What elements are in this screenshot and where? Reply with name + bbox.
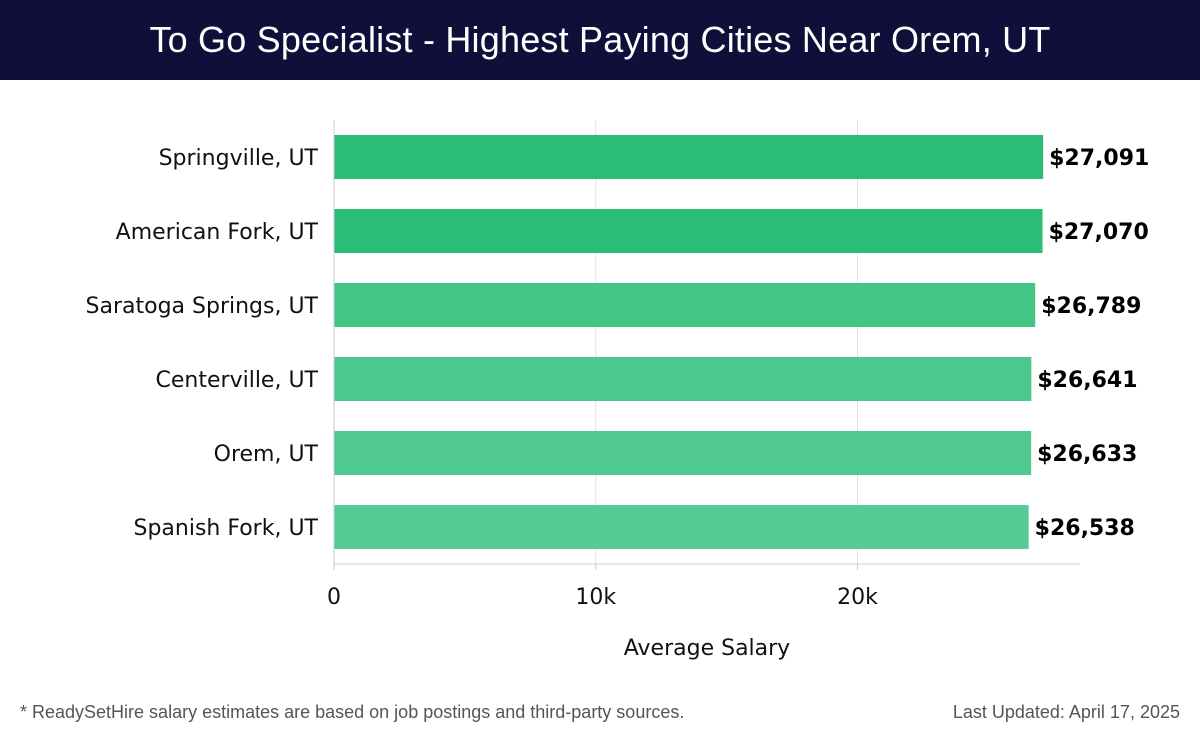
x-axis-title: Average Salary	[624, 636, 790, 661]
salary-bar-chart: Springville, UT $27,091 American Fork, UT $…	[86, 120, 1150, 661]
bar	[334, 505, 1029, 549]
grid-lines	[595, 120, 859, 564]
bar	[334, 431, 1032, 475]
bar	[334, 357, 1032, 401]
category-label: American Fork, UT	[116, 220, 319, 245]
category-label: Springville, UT	[159, 146, 319, 171]
labels: Springville, UT $27,091 American Fork, UT $…	[86, 146, 1150, 661]
category-label: Spanish Fork, UT	[133, 516, 318, 541]
value-label: $27,091	[1049, 146, 1149, 171]
last-updated: Last Updated: April 17, 2025	[952, 702, 1180, 722]
axes	[333, 120, 1080, 570]
bars	[334, 135, 1044, 549]
x-tick-label: 10k	[575, 585, 616, 610]
value-label: $26,789	[1041, 294, 1141, 319]
category-label: Orem, UT	[214, 442, 319, 467]
footer-note: * ReadySetHire salary estimates are base…	[20, 702, 685, 722]
chart-header: To Go Specialist - Highest Paying Cities…	[0, 0, 1200, 80]
x-tick-label: 0	[327, 585, 341, 610]
category-label: Saratoga Springs, UT	[86, 294, 319, 319]
value-label: $26,633	[1037, 442, 1137, 467]
value-label: $26,538	[1035, 516, 1135, 541]
value-label: $26,641	[1037, 368, 1137, 393]
x-tick-label: 20k	[837, 585, 878, 610]
category-label: Centerville, UT	[156, 368, 319, 393]
bar	[334, 209, 1043, 253]
bar	[334, 283, 1036, 327]
value-label: $27,070	[1049, 220, 1149, 245]
bar	[334, 135, 1044, 179]
chart-title: To Go Specialist - Highest Paying Cities…	[149, 19, 1051, 60]
